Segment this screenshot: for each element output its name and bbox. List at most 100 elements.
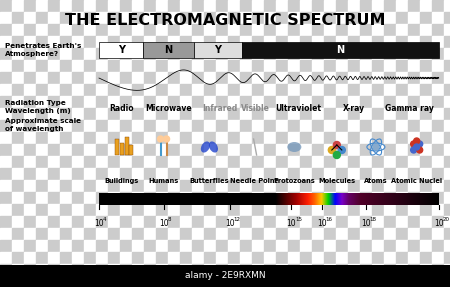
Bar (324, 180, 336, 192)
Bar (444, 12, 450, 24)
Bar (372, 276, 384, 287)
Bar (396, 144, 408, 156)
Text: Butterflies: Butterflies (189, 178, 229, 184)
Bar (60, 72, 72, 84)
Bar (432, 60, 444, 72)
Bar (108, 60, 120, 72)
Bar (252, 96, 264, 108)
Bar (24, 72, 36, 84)
Bar (48, 60, 60, 72)
Bar (0, 24, 12, 36)
Bar (324, 132, 336, 144)
Bar (228, 276, 240, 287)
Bar (240, 144, 252, 156)
Bar (96, 264, 108, 276)
Bar (336, 156, 348, 168)
Bar (180, 216, 192, 228)
Bar (108, 228, 120, 240)
Bar (12, 144, 24, 156)
Bar (360, 72, 372, 84)
Bar (360, 120, 372, 132)
Bar (168, 24, 180, 36)
Bar (252, 204, 264, 216)
Bar (396, 120, 408, 132)
Bar (432, 192, 444, 204)
Bar (108, 180, 120, 192)
Text: 10: 10 (286, 219, 296, 228)
Bar (120, 72, 132, 84)
Bar (432, 24, 444, 36)
Bar (312, 84, 324, 96)
Bar (372, 108, 384, 120)
Bar (216, 96, 228, 108)
Bar (348, 60, 360, 72)
Bar (264, 72, 276, 84)
Bar (192, 240, 204, 252)
Bar (192, 156, 204, 168)
Text: 10: 10 (317, 219, 326, 228)
Bar (120, 36, 132, 48)
Bar (348, 0, 360, 12)
Text: 18: 18 (370, 217, 377, 222)
Bar (84, 168, 96, 180)
Bar (240, 276, 252, 287)
Bar (24, 144, 36, 156)
Text: Infrared: Infrared (202, 104, 237, 113)
Bar (372, 48, 384, 60)
Bar (252, 264, 264, 276)
Bar (0, 192, 12, 204)
Bar (420, 12, 432, 24)
Bar (288, 156, 300, 168)
Bar (420, 252, 432, 264)
Bar (36, 240, 48, 252)
Bar (420, 120, 432, 132)
Bar (252, 192, 264, 204)
Bar (84, 180, 96, 192)
Bar (360, 60, 372, 72)
Bar (180, 168, 192, 180)
Bar (60, 48, 72, 60)
Bar (216, 168, 228, 180)
Bar (96, 240, 108, 252)
Text: Gamma ray: Gamma ray (386, 104, 434, 113)
Bar (156, 276, 168, 287)
Bar (216, 228, 228, 240)
Bar (300, 216, 312, 228)
Bar (336, 96, 348, 108)
Bar (240, 240, 252, 252)
Bar (372, 168, 384, 180)
Bar (324, 48, 336, 60)
Bar (408, 132, 420, 144)
Bar (408, 276, 420, 287)
Bar (240, 12, 252, 24)
Bar (204, 228, 216, 240)
Bar (444, 24, 450, 36)
Bar (120, 204, 132, 216)
Bar (240, 72, 252, 84)
Bar (432, 216, 444, 228)
Bar (108, 132, 120, 144)
Bar (420, 276, 432, 287)
Bar (72, 216, 84, 228)
Bar (84, 96, 96, 108)
Bar (360, 108, 372, 120)
Bar (204, 120, 216, 132)
Bar (384, 96, 396, 108)
Bar (84, 120, 96, 132)
Bar (384, 240, 396, 252)
Bar (144, 84, 156, 96)
Bar (408, 120, 420, 132)
Bar (228, 36, 240, 48)
Bar (264, 240, 276, 252)
Bar (336, 108, 348, 120)
Bar (312, 120, 324, 132)
Bar (288, 240, 300, 252)
Bar (132, 120, 144, 132)
Bar (36, 204, 48, 216)
Bar (420, 132, 432, 144)
Bar (48, 228, 60, 240)
Bar (372, 24, 384, 36)
Bar (264, 24, 276, 36)
Bar (84, 240, 96, 252)
Bar (192, 264, 204, 276)
